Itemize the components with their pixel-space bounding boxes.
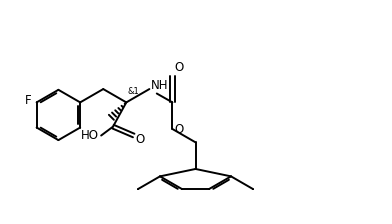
Text: F: F xyxy=(25,94,31,107)
Text: O: O xyxy=(175,123,184,136)
Text: &1: &1 xyxy=(128,87,140,96)
Text: NH: NH xyxy=(151,79,168,92)
Text: O: O xyxy=(175,61,184,74)
Text: O: O xyxy=(135,133,144,146)
Text: HO: HO xyxy=(81,129,99,142)
